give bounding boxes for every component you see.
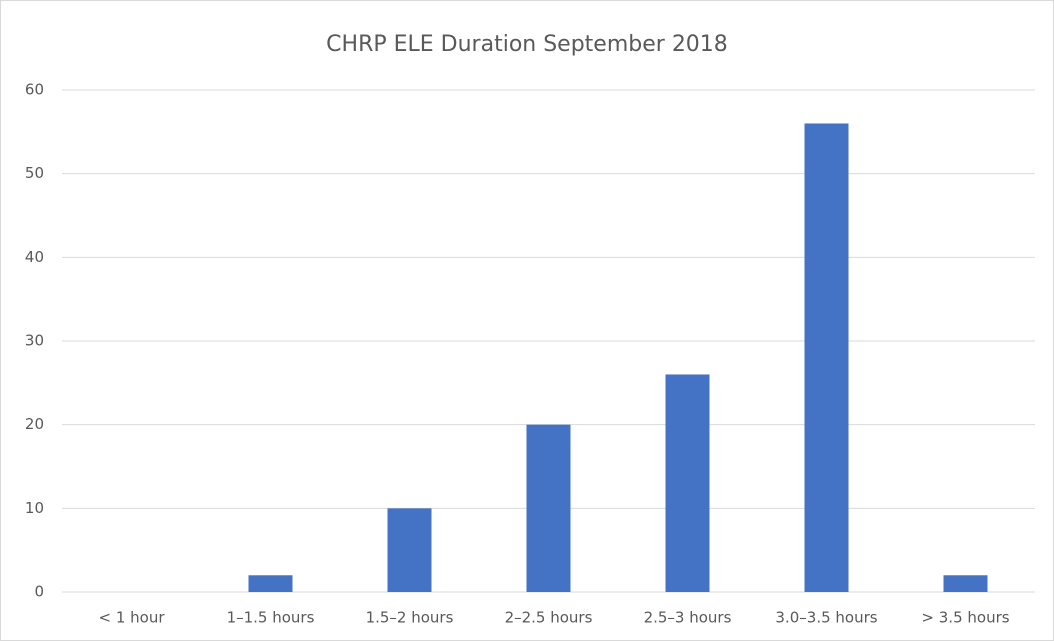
- bar: [248, 575, 293, 592]
- bar: [665, 374, 710, 592]
- bar: [387, 508, 432, 592]
- y-tick-label: 60: [25, 81, 44, 99]
- bar: [943, 575, 988, 592]
- bar: [526, 424, 571, 592]
- x-tick-label: 2.5–3 hours: [644, 609, 732, 627]
- y-tick-label: 50: [25, 164, 44, 182]
- y-tick-label: 40: [25, 248, 44, 266]
- y-tick-label: 20: [25, 415, 44, 433]
- x-tick-label: < 1 hour: [98, 609, 165, 627]
- y-tick-label: 0: [34, 583, 44, 601]
- x-tick-label: > 3.5 hours: [921, 609, 1009, 627]
- bar: [804, 123, 849, 592]
- x-tick-label: 3.0–3.5 hours: [775, 609, 877, 627]
- chart-title: CHRP ELE Duration September 2018: [326, 32, 728, 57]
- x-tick-label: 1.5–2 hours: [366, 609, 454, 627]
- y-tick-label: 10: [25, 499, 44, 517]
- x-tick-label: 2–2.5 hours: [505, 609, 593, 627]
- x-tick-label: 1–1.5 hours: [227, 609, 315, 627]
- y-tick-label: 30: [25, 332, 44, 350]
